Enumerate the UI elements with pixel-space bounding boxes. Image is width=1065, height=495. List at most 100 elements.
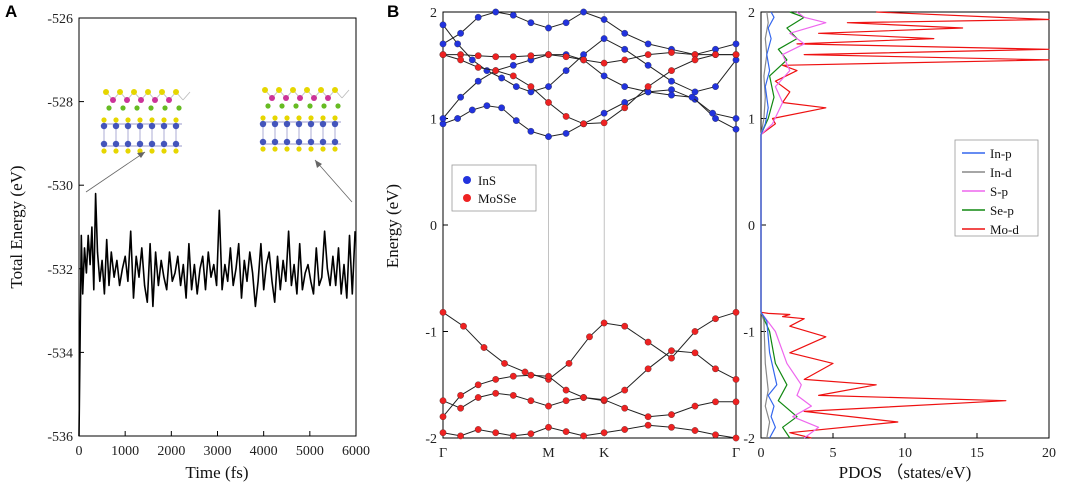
band-point [562, 386, 570, 394]
band-point [600, 72, 608, 80]
band-ytick-label: 0 [430, 219, 437, 234]
inset-atom-in [307, 138, 315, 146]
band-point [600, 16, 608, 23]
inset-atom-s [335, 103, 341, 109]
inset-atom-s [265, 103, 271, 109]
inset-atom-se [262, 87, 268, 93]
panel-a-xtick-label: 5000 [296, 444, 324, 459]
band-point [668, 423, 675, 431]
band-point [501, 360, 508, 367]
band-point [712, 83, 719, 90]
inset-atom-mo [110, 97, 116, 103]
band-point [644, 40, 652, 48]
inset-atom-mo [283, 95, 289, 101]
band-point [457, 404, 464, 412]
inset-atom-se [117, 89, 123, 95]
band-point [527, 52, 535, 60]
band-point [509, 72, 517, 80]
inset-atom-s [113, 117, 119, 123]
inset-atom-s [125, 117, 131, 123]
inset-atom-in [283, 138, 291, 146]
inset-atom-in [271, 120, 279, 128]
band-point [565, 360, 573, 367]
band-point [621, 29, 629, 37]
band-point [621, 104, 629, 112]
band-point [468, 106, 476, 114]
inset-atom-in [172, 140, 180, 148]
pdos-legend-label: In-p [990, 146, 1012, 161]
panel-a-ytick-label: -536 [47, 430, 73, 445]
band-ytick-label: 2 [430, 6, 437, 21]
band-line [442, 350, 737, 418]
band-point [509, 11, 517, 19]
band-point [492, 8, 500, 16]
band-point [644, 365, 652, 373]
band-point [527, 127, 535, 135]
band-point [545, 402, 552, 410]
band-point [474, 52, 482, 60]
panel-a-xtick-label: 0 [76, 444, 83, 459]
band-point [439, 51, 447, 58]
inset-atom-in [331, 120, 339, 128]
inset-atom-mo [311, 95, 317, 101]
band-point [621, 56, 629, 64]
band-point [483, 102, 491, 110]
band-point [732, 40, 740, 48]
panel-a-ytick-label: -530 [47, 179, 73, 194]
band-line [442, 392, 736, 418]
band-line [443, 51, 736, 64]
pdos-xtick-label: 5 [830, 446, 837, 461]
band-point [527, 371, 535, 379]
band-point [521, 368, 529, 376]
inset-atom-se [290, 87, 296, 93]
band-point [691, 349, 699, 357]
band-point [691, 56, 699, 64]
inset-atom-in [160, 122, 168, 130]
band-point [474, 426, 482, 433]
inset-atom-s [308, 146, 314, 152]
inset-atom-s [173, 117, 179, 123]
inset-atom-in [100, 122, 108, 130]
inset-atom-se [103, 89, 109, 95]
inset-atom-s [284, 146, 290, 152]
band-point [474, 394, 482, 401]
band-point [454, 40, 461, 48]
inset-atom-s [161, 117, 167, 123]
band-point [439, 413, 447, 421]
band-point [621, 83, 629, 90]
band-point [691, 328, 699, 335]
band-point [712, 398, 719, 406]
band-point [439, 397, 447, 405]
band-point [439, 429, 447, 437]
band-line [442, 54, 737, 119]
pdos-xlabel: PDOS （states/eV) [839, 463, 972, 482]
pdos-xtick-label: 0 [758, 446, 765, 461]
inset-atom-s [161, 148, 167, 154]
inset-atom-s [101, 148, 107, 154]
band-point [644, 338, 652, 346]
band-point [712, 365, 719, 373]
inset-atom-in [259, 120, 267, 128]
kpoint-label: Γ [732, 446, 740, 461]
legend-label-mossse: MoSSe [478, 191, 517, 206]
band-point [668, 67, 675, 74]
inset-atom-mo [269, 95, 275, 101]
band-point [712, 431, 719, 439]
band-point [545, 372, 552, 380]
pdos-xtick-label: 10 [898, 446, 912, 461]
inset-atom-s [149, 117, 155, 123]
band-point [709, 109, 716, 117]
inset-atom-in [148, 122, 156, 130]
panel-a-xlabel: Time (fs) [185, 463, 248, 482]
band-point [545, 83, 552, 90]
structure-inset-right [259, 87, 350, 152]
panel-b-ylabel: Energy (eV) [383, 184, 402, 268]
inset-atom-mo [166, 97, 172, 103]
panel-a-ytick-label: -526 [47, 12, 73, 27]
band-point [691, 402, 699, 410]
inset-atom-s [293, 103, 299, 109]
band-point [621, 322, 629, 330]
band-point [562, 113, 570, 120]
band-point [492, 67, 500, 74]
band-point [732, 398, 740, 406]
